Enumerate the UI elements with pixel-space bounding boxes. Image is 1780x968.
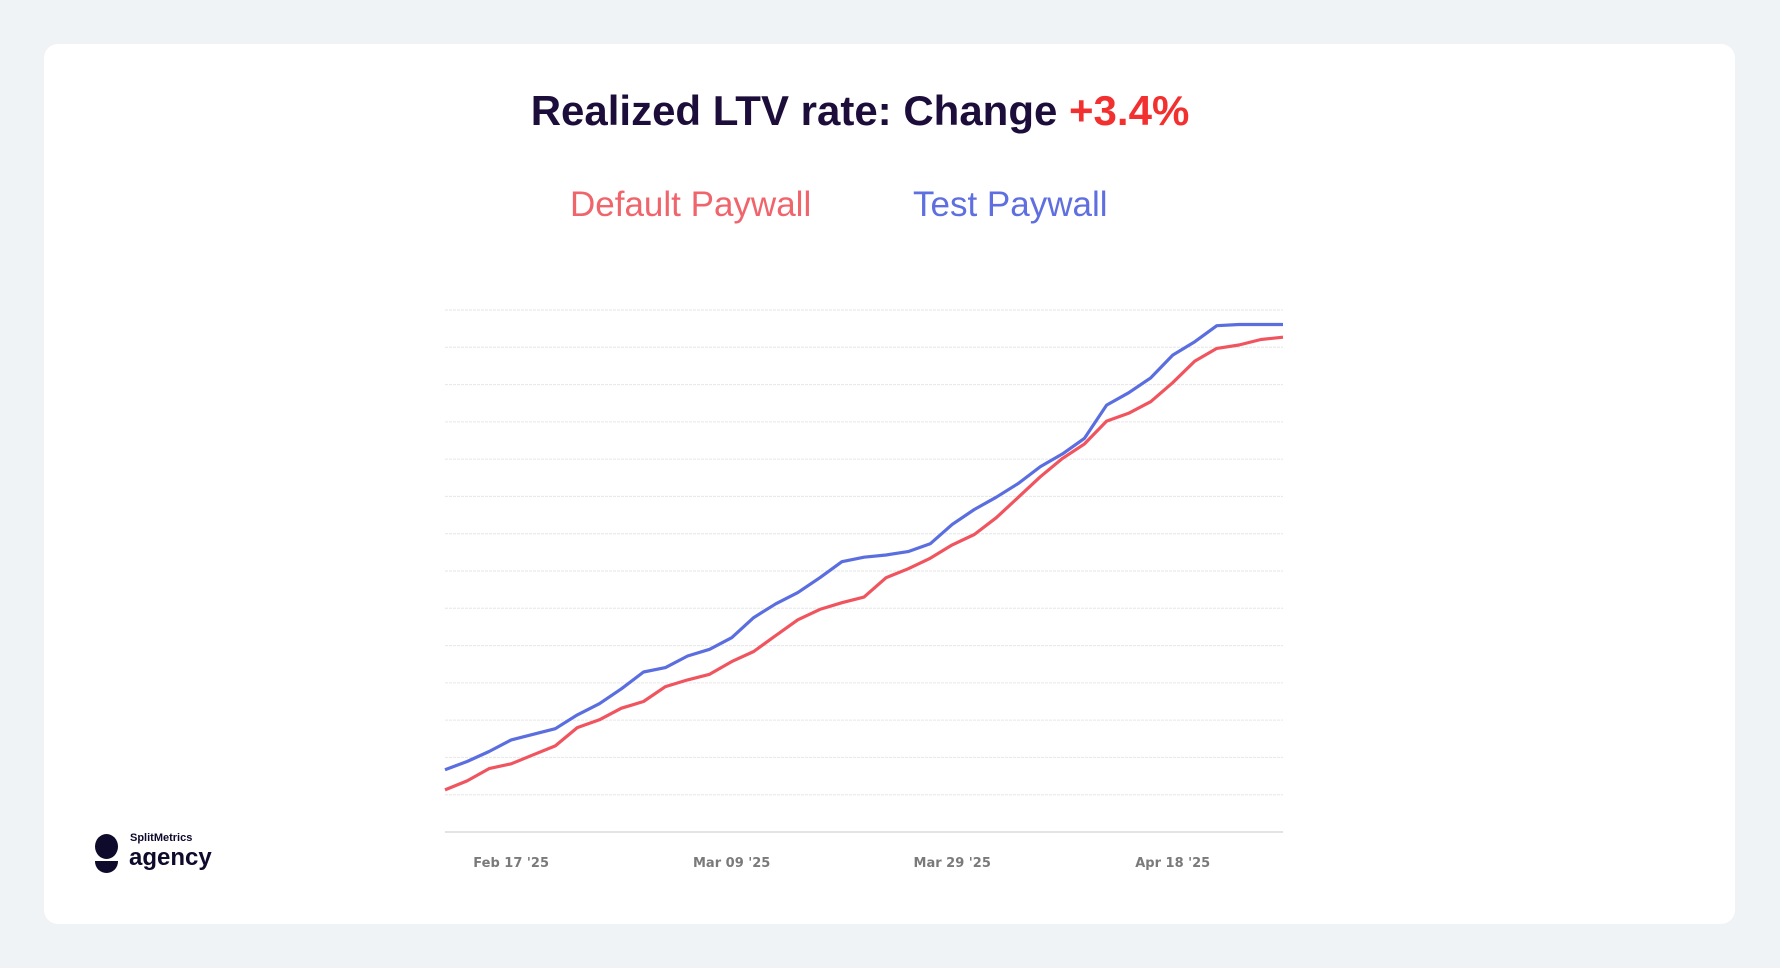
- chart-card: [44, 44, 1735, 924]
- series-line-default-paywall: [444, 335, 1284, 792]
- series-line-test-paywall: [444, 322, 1283, 772]
- x-tick-label: Mar 29 '25: [914, 856, 991, 871]
- x-tick-label: Mar 09 '25: [693, 856, 770, 871]
- chart-title: Realized LTV rate: Change +3.4%: [0, 86, 1720, 136]
- x-tick-label: Feb 17 '25: [473, 856, 549, 871]
- logo-mark-icon: [95, 834, 118, 859]
- legend-test-paywall: Test Paywall: [913, 185, 1108, 224]
- logo-brand: SplitMetrics: [130, 832, 193, 844]
- x-tick-label: Apr 18 '25: [1135, 856, 1210, 871]
- legend-default-paywall: Default Paywall: [570, 185, 812, 224]
- logo-sub: agency: [129, 844, 212, 871]
- title-text: Realized LTV rate: Change: [530, 87, 1070, 134]
- logo-mark-base-icon: [95, 861, 118, 873]
- change-value: +3.4%: [1069, 87, 1190, 134]
